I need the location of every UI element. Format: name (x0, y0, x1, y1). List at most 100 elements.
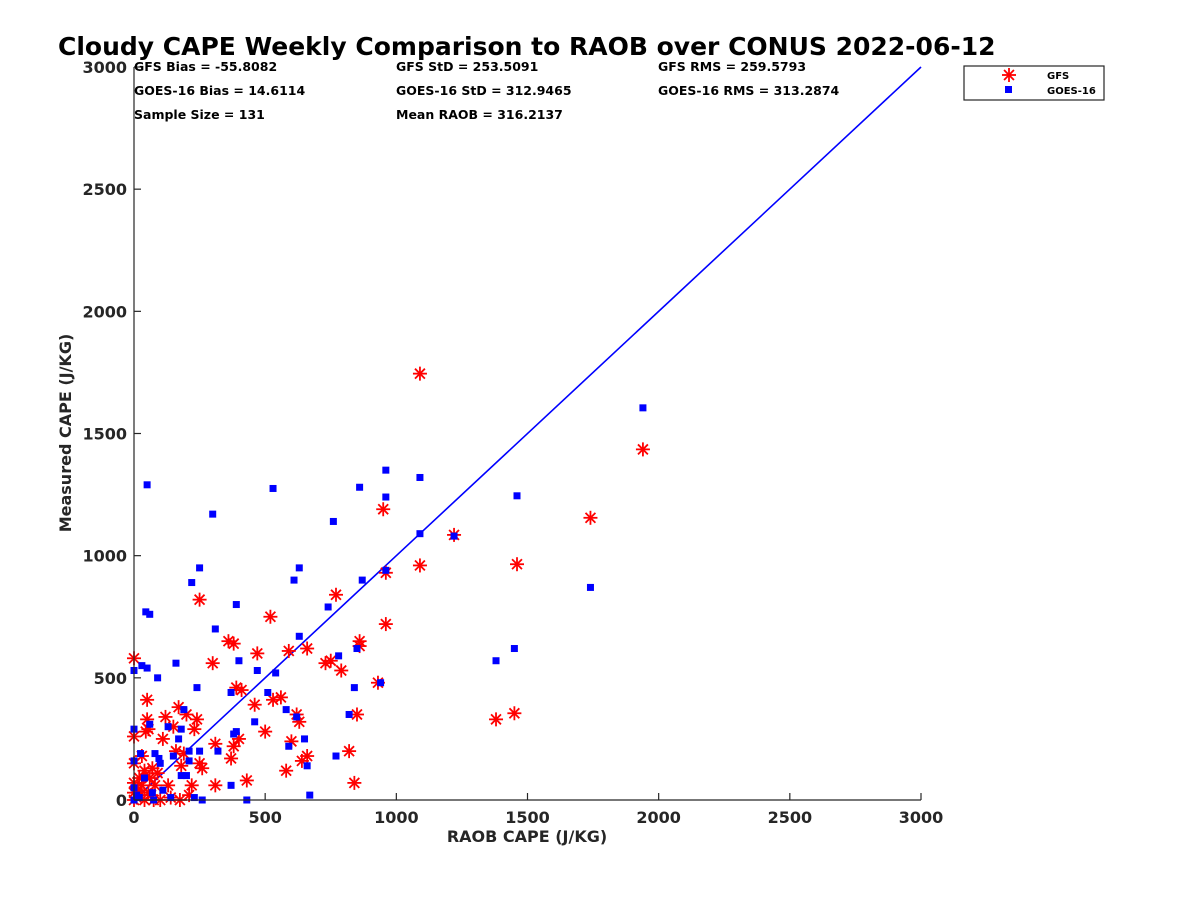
goes16-point (209, 510, 217, 518)
goes16-point (251, 718, 259, 726)
goes16-point (350, 684, 358, 692)
stat-gfs-rms: GFS RMS = 259.5793 (658, 59, 806, 74)
goes16-point (143, 664, 151, 672)
goes16-series (130, 404, 647, 804)
x-ticks: 0 500 1000 1500 2000 2500 3000 (128, 793, 943, 827)
gfs-point (195, 761, 210, 776)
goes16-point (148, 789, 156, 797)
goes16-point (155, 754, 163, 762)
gfs-point (489, 712, 504, 727)
x-tick-label: 1000 (374, 808, 419, 827)
gfs-point (323, 653, 338, 668)
goes16-point (177, 725, 185, 733)
gfs-point (342, 744, 357, 759)
legend-gfs-label: GFS (1047, 71, 1069, 82)
gfs-point (258, 724, 273, 739)
goes16-point (513, 492, 521, 500)
goes16-point (324, 603, 332, 611)
goes16-point (269, 484, 277, 492)
goes16-point (138, 662, 146, 670)
x-axis-label: RAOB CAPE (J/KG) (447, 827, 607, 846)
goes16-point (353, 645, 361, 653)
goes16-point (293, 713, 301, 721)
goes16-point (169, 752, 177, 760)
y-tick-label: 2000 (82, 302, 127, 321)
gfs-point (334, 663, 349, 678)
x-tick-label: 2500 (768, 808, 813, 827)
goes16-point (196, 747, 204, 755)
gfs-point (224, 751, 239, 766)
gfs-point (247, 697, 262, 712)
goes16-point (154, 674, 162, 682)
gfs-point (226, 739, 241, 754)
goes16-point (332, 752, 340, 760)
goes16-point (232, 728, 240, 736)
x-tick-label: 500 (248, 808, 281, 827)
gfs-point (226, 636, 241, 651)
stat-gfs-bias: GFS Bias = -55.8082 (134, 59, 277, 74)
goes16-point (180, 706, 188, 714)
goes16-point (335, 652, 343, 660)
goes16-point (146, 610, 154, 618)
goes16-point (167, 794, 175, 802)
gfs-point (208, 778, 223, 793)
goes16-point (295, 564, 303, 572)
chart-title: Cloudy CAPE Weekly Comparison to RAOB ov… (58, 32, 996, 61)
goes16-point (264, 688, 272, 696)
stat-gfs-std: GFS StD = 253.5091 (396, 59, 538, 74)
goes16-point (295, 632, 303, 640)
gfs-point (412, 366, 427, 381)
goes16-point (290, 576, 298, 584)
goes16-point (164, 723, 172, 731)
legend-box (963, 65, 1105, 101)
gfs-point (510, 557, 525, 572)
goes16-point (185, 747, 193, 755)
y-tick-label: 500 (94, 669, 127, 688)
goes16-point (586, 583, 594, 591)
legend: GFS GOES-16 (963, 65, 1105, 101)
goes16-point (227, 781, 235, 789)
stat-goes-bias: GOES-16 Bias = 14.6114 (134, 83, 305, 98)
goes16-point (211, 625, 219, 633)
goes16-point (382, 493, 390, 501)
goes16-point (175, 735, 183, 743)
goes16-point (235, 657, 243, 665)
goes16-point (156, 759, 164, 767)
gfs-point (279, 763, 294, 778)
legend-gfs-marker (1002, 68, 1016, 82)
gfs-point (412, 558, 427, 573)
gfs-point (347, 775, 362, 790)
goes16-point (137, 750, 145, 758)
x-tick-label: 3000 (899, 808, 944, 827)
gfs-point (273, 690, 288, 705)
gfs-point (583, 510, 598, 525)
gfs-point (239, 773, 254, 788)
gfs-point (205, 656, 220, 671)
goes16-point (253, 667, 261, 675)
gfs-point (281, 643, 296, 658)
gfs-point (155, 731, 170, 746)
goes16-point (303, 762, 311, 770)
goes16-point (510, 645, 518, 653)
y-axis-label: Measured CAPE (J/KG) (56, 334, 75, 533)
y-tick-label: 2500 (82, 180, 127, 199)
goes16-point (345, 710, 353, 718)
y-tick-label: 1000 (82, 547, 127, 566)
gfs-point (147, 778, 162, 793)
goes16-point (329, 517, 337, 525)
goes16-point (382, 466, 390, 474)
stats-block: GFS Bias = -55.8082 GFS StD = 253.5091 G… (134, 59, 840, 122)
gfs-point (158, 709, 173, 724)
gfs-point (635, 442, 650, 457)
gfs-point (507, 706, 522, 721)
goes16-point (416, 473, 424, 481)
goes16-point (151, 750, 159, 758)
x-tick-label: 2000 (636, 808, 681, 827)
goes16-point (450, 532, 458, 540)
goes16-point (214, 747, 222, 755)
gfs-point (187, 722, 202, 737)
gfs-point (184, 778, 199, 793)
goes16-point (193, 684, 201, 692)
y-ticks: 0 500 1000 1500 2000 2500 3000 (82, 58, 141, 810)
gfs-point (300, 641, 315, 656)
